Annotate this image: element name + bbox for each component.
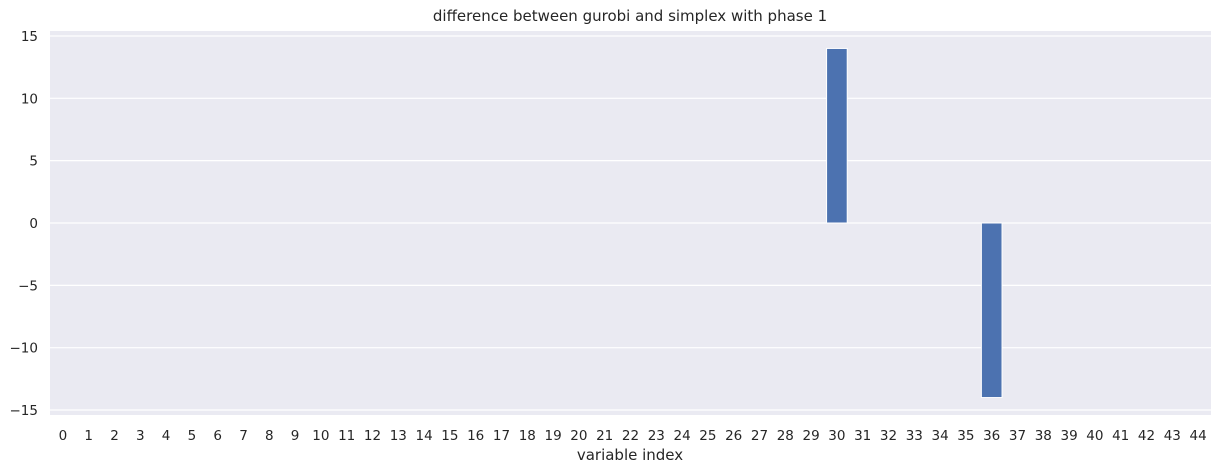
y-tick-label: −10 (10, 341, 39, 357)
x-tick-labels: 0 1 2 3 4 5 6 7 8 9 10 11 12 13 14 15 16 17 18 19 20 21 22 23 24… (59, 428, 1207, 444)
x-tick-label: 10 (312, 428, 329, 444)
x-tick-label: 32 (880, 428, 897, 444)
x-tick-label: 23 (648, 428, 665, 444)
chart-title: difference between gurobi and simplex wi… (433, 7, 827, 25)
grid-lines (50, 35, 1211, 411)
x-tick-label: 31 (854, 428, 871, 444)
x-tick-label: 8 (265, 428, 274, 444)
y-tick-labels: 15 10 5 0 −5 −10 −15 (10, 29, 39, 419)
x-tick-label: 37 (1009, 428, 1026, 444)
x-tick-label: 15 (441, 428, 458, 444)
x-tick-label: 36 (983, 428, 1000, 444)
x-tick-label: 9 (291, 428, 300, 444)
y-tick-label: −15 (10, 403, 39, 419)
x-tick-label: 39 (1061, 428, 1078, 444)
y-tick-label: 5 (29, 154, 38, 170)
x-tick-label: 17 (493, 428, 510, 444)
y-tick-label: 15 (21, 29, 38, 45)
x-tick-label: 29 (803, 428, 820, 444)
x-tick-label: 5 (188, 428, 197, 444)
x-tick-label: 25 (699, 428, 716, 444)
x-tick-label: 26 (725, 428, 742, 444)
x-tick-label: 12 (364, 428, 381, 444)
x-tick-label: 2 (110, 428, 119, 444)
x-tick-label: 0 (59, 428, 68, 444)
x-tick-label: 43 (1164, 428, 1181, 444)
x-tick-label: 27 (751, 428, 768, 444)
x-tick-label: 13 (390, 428, 407, 444)
x-tick-label: 16 (467, 428, 484, 444)
x-tick-label: 34 (932, 428, 949, 444)
x-tick-label: 28 (777, 428, 794, 444)
x-tick-label: 7 (239, 428, 248, 444)
x-axis-label: variable index (577, 446, 683, 464)
x-tick-label: 41 (1112, 428, 1129, 444)
x-tick-label: 24 (674, 428, 691, 444)
bar-30 (826, 47, 848, 224)
x-tick-label: 18 (519, 428, 536, 444)
x-tick-label: 4 (162, 428, 171, 444)
x-tick-label: 33 (906, 428, 923, 444)
x-tick-label: 3 (136, 428, 145, 444)
x-tick-label: 1 (84, 428, 93, 444)
x-tick-label: 40 (1086, 428, 1103, 444)
bar-36 (980, 222, 1003, 399)
x-tick-label: 22 (622, 428, 639, 444)
y-tick-label: −5 (18, 278, 38, 294)
x-tick-label: 6 (213, 428, 222, 444)
x-tick-label: 35 (957, 428, 974, 444)
x-tick-label: 19 (545, 428, 562, 444)
x-tick-label: 11 (338, 428, 355, 444)
x-tick-label: 30 (828, 428, 845, 444)
x-tick-label: 44 (1190, 428, 1207, 444)
x-tick-label: 20 (570, 428, 587, 444)
x-tick-label: 42 (1138, 428, 1155, 444)
bars (826, 47, 1003, 399)
y-tick-label: 10 (21, 91, 38, 107)
x-tick-label: 21 (596, 428, 613, 444)
x-tick-label: 38 (1035, 428, 1052, 444)
x-tick-label: 14 (416, 428, 433, 444)
y-tick-label: 0 (29, 216, 38, 232)
